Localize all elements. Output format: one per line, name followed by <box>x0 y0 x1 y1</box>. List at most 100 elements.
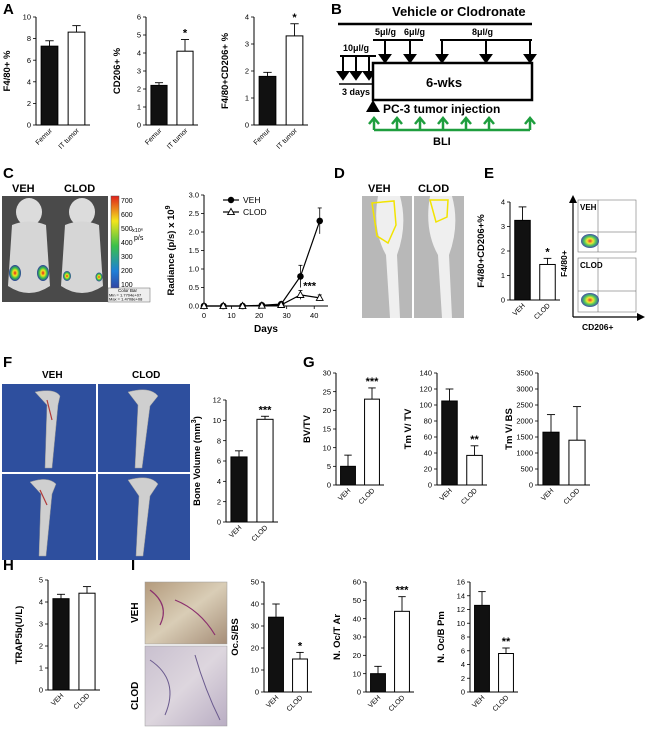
dose-6: 6μl/g <box>404 27 425 37</box>
y-tick-label: 1 <box>39 664 43 673</box>
bar-femur <box>40 45 59 126</box>
bli-label: BLI <box>433 136 451 148</box>
y-axis-label: F4/80+ % <box>2 50 13 91</box>
y-tick-label: 500 <box>520 465 533 474</box>
x-category-label: Femur <box>144 127 164 147</box>
y-axis-label: Radiance (p/s) x 109 <box>165 205 177 295</box>
y-axis-label-text: Radiance (p/s) x 10 <box>166 209 177 295</box>
x-category-label: Femur <box>253 127 273 147</box>
bar-chart-e: 0 1 2 3 4 F4/80+CD206+% VEH * CLOD <box>476 198 560 321</box>
flow-y-label: F4/80+ <box>559 250 569 277</box>
y-tick-label: 30 <box>251 622 259 631</box>
y-tick-label: 20 <box>353 651 361 660</box>
data-point <box>316 217 324 225</box>
bar-veh <box>52 598 70 691</box>
bar-veh <box>370 673 386 693</box>
bar-veh <box>230 456 248 523</box>
hist-clod-label: CLOD <box>130 682 141 710</box>
xray-veh-label: VEH <box>368 183 391 195</box>
y-tick-label: 80 <box>424 417 432 426</box>
flow-plots: F4/80+ CD206+ VEH CLOD <box>559 195 645 332</box>
bar-clod <box>394 610 410 693</box>
significance-mark: * <box>183 28 188 40</box>
mouse-veh-image <box>8 198 50 293</box>
series-clod <box>199 290 324 310</box>
y-tick-label: 10 <box>457 619 465 628</box>
y-tick-label: 2 <box>461 674 465 683</box>
bar-clod <box>256 418 274 523</box>
x-category-label: CLOD <box>251 524 270 543</box>
y-tick-label: 100 <box>419 401 432 410</box>
legend-label-veh: VEH <box>243 195 260 205</box>
panel-label-g: G <box>303 354 315 371</box>
x-tick-label: 40 <box>310 311 318 320</box>
schematic-title: Vehicle or Clodronate <box>392 4 526 19</box>
colorbar-tick: 500 <box>121 226 133 233</box>
x-category-label: VEH <box>512 302 527 317</box>
y-tick-label: 2 <box>137 85 141 94</box>
bar-veh <box>542 431 560 486</box>
panel-label-a: A <box>3 1 14 18</box>
y-tick-label: 2000 <box>516 417 533 426</box>
colorbar-exp: x10⁶ <box>132 227 143 234</box>
data-point <box>297 273 304 280</box>
y-axis-label-text: F4/80+CD206+% <box>476 214 487 288</box>
xray-images: VEH CLOD <box>362 183 464 318</box>
bli-images: VEH CLOD 700 600 500 400 300 200 100 p/s… <box>2 183 151 303</box>
y-tick-label: 2.0 <box>189 228 199 237</box>
y-tick-label: 3000 <box>516 385 533 394</box>
data-point <box>219 301 228 310</box>
y-tick-label: 20 <box>251 644 259 653</box>
legend-marker-clod <box>226 207 236 216</box>
x-category-label: VEH <box>471 694 486 709</box>
bar-veh <box>340 465 356 486</box>
y-tick-label: 3 <box>245 40 249 49</box>
y-ticks: 0 2 4 6 8 10 <box>23 13 36 130</box>
y-axis-label: N. Oc/B Pm <box>436 611 447 663</box>
significance-mark: *** <box>303 280 317 292</box>
colorbar-min: Min = 1.7704e+07 <box>109 293 142 298</box>
y-tick-label: 4 <box>217 477 221 486</box>
colorbar-max: Max = 1.4708e+08 <box>109 297 143 302</box>
colorbar-tick: 600 <box>121 212 133 219</box>
xray-clod-label: CLOD <box>418 183 449 195</box>
y-tick-label: 2 <box>27 99 31 108</box>
x-tick-label: 0 <box>202 311 206 320</box>
y-ticks: 0 1 2 3 4 5 6 <box>137 13 146 130</box>
significance-mark: ** <box>470 434 479 446</box>
y-tick-label: 1 <box>501 271 505 280</box>
colorbar-tick: 100 <box>121 282 133 289</box>
days-label: 3 days <box>342 87 370 97</box>
y-tick-label: 1500 <box>516 433 533 442</box>
x-category-label: VEH <box>540 487 555 502</box>
significance-mark: * <box>298 640 303 652</box>
significance-mark: * <box>545 246 550 258</box>
x-category-label: VEH <box>265 694 280 709</box>
bar-veh <box>441 400 458 486</box>
y-axis-label-tail: ) <box>192 416 203 419</box>
y-tick-label: 8 <box>27 34 31 43</box>
bar-it-tumor <box>67 31 86 126</box>
significance-mark: * <box>292 12 297 24</box>
y-tick-label: 25 <box>323 387 331 396</box>
y-tick-label: 0.0 <box>189 302 199 311</box>
bar-chart-i3: 0 2 4 6 8 10 12 14 16 N. Oc/B Pm VEH ** CLOD <box>436 578 518 713</box>
x-category-label: VEH <box>439 487 454 502</box>
y-tick-label: 16 <box>457 578 465 587</box>
y-ticks: 0.0 0.5 1.0 1.5 2.0 2.5 3.0 <box>189 191 204 311</box>
y-tick-label: 2 <box>39 642 43 651</box>
y-axis-label-text: CD206+ % <box>112 47 123 94</box>
bar-chart-g1: 0 5 10 15 20 25 30 BV/TV VEH *** CLOD <box>302 369 384 506</box>
histology-images: VEH CLOD <box>130 581 228 727</box>
dose-8: 8μl/g <box>472 27 493 37</box>
x-category-label: IT tumor <box>166 127 190 151</box>
y-ticks: 0 1 2 3 4 <box>501 198 510 305</box>
bar-it-tumor <box>176 50 194 126</box>
y-tick-label: 10 <box>251 666 259 675</box>
y-tick-label: 14 <box>457 591 465 600</box>
bar-veh <box>474 604 490 693</box>
treatment-schematic: Vehicle or Clodronate 10μl/g 5μl/g 6μl/g… <box>336 4 537 148</box>
colorbar-unit: p/s <box>134 235 144 242</box>
x-tick-label: 10 <box>227 311 235 320</box>
x-category-label: CLOD <box>73 692 92 711</box>
